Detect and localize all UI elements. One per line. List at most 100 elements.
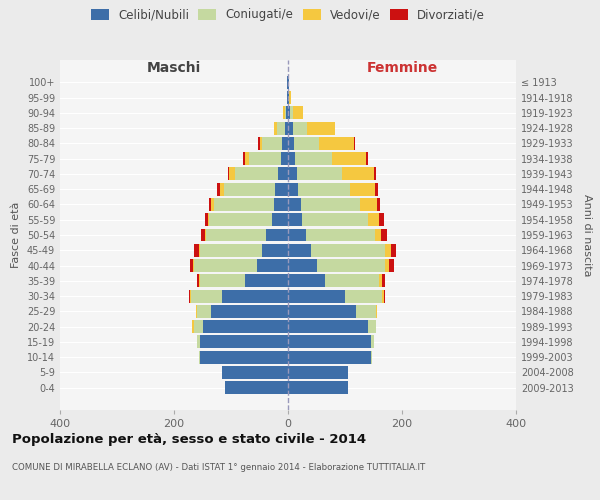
Bar <box>288 198 301 211</box>
Bar <box>382 228 387 241</box>
Bar <box>306 228 374 241</box>
Bar <box>200 274 245 287</box>
Bar <box>235 168 278 180</box>
Text: Maschi: Maschi <box>147 61 201 75</box>
Bar <box>262 137 283 150</box>
Bar <box>374 228 382 241</box>
Bar <box>197 305 211 318</box>
Bar <box>373 168 376 180</box>
Bar <box>194 320 203 333</box>
Bar <box>262 244 288 256</box>
Bar <box>285 122 288 134</box>
Bar <box>194 244 199 256</box>
Bar <box>208 214 209 226</box>
Bar <box>281 152 288 165</box>
Bar <box>353 137 355 150</box>
Bar <box>391 244 397 256</box>
Bar <box>283 106 284 120</box>
Bar <box>220 182 224 196</box>
Bar <box>290 106 293 120</box>
Bar <box>288 106 290 120</box>
Bar <box>217 182 220 196</box>
Bar <box>224 182 275 196</box>
Bar <box>205 228 206 241</box>
Bar <box>266 228 288 241</box>
Bar <box>189 290 190 302</box>
Bar <box>298 182 350 196</box>
Bar <box>260 137 262 150</box>
Bar <box>200 244 262 256</box>
Bar <box>227 168 229 180</box>
Bar <box>288 305 356 318</box>
Bar <box>206 228 266 241</box>
Bar <box>211 305 288 318</box>
Bar <box>302 214 368 226</box>
Bar <box>191 290 223 302</box>
Bar <box>385 259 389 272</box>
Bar <box>223 290 288 302</box>
Bar <box>294 137 319 150</box>
Bar <box>284 106 286 120</box>
Bar <box>288 320 368 333</box>
Bar <box>205 214 208 226</box>
Bar <box>199 274 200 287</box>
Bar <box>288 290 345 302</box>
Bar <box>345 290 382 302</box>
Bar <box>342 168 373 180</box>
Bar <box>288 274 325 287</box>
Bar <box>307 122 335 134</box>
Bar <box>389 259 394 272</box>
Bar <box>272 214 288 226</box>
Bar <box>275 182 288 196</box>
Bar <box>375 182 378 196</box>
Bar <box>288 122 293 134</box>
Bar <box>192 320 194 333</box>
Bar <box>288 214 302 226</box>
Bar <box>361 198 377 211</box>
Bar <box>288 244 311 256</box>
Bar <box>317 259 385 272</box>
Bar <box>203 320 288 333</box>
Bar <box>288 152 295 165</box>
Bar <box>283 137 288 150</box>
Bar <box>226 381 288 394</box>
Bar <box>243 152 245 165</box>
Bar <box>211 198 214 211</box>
Bar <box>293 106 303 120</box>
Bar <box>332 152 366 165</box>
Bar <box>301 198 361 211</box>
Bar <box>194 259 257 272</box>
Bar <box>376 305 377 318</box>
Bar <box>229 168 235 180</box>
Bar <box>288 350 371 364</box>
Bar <box>382 274 385 287</box>
Bar <box>350 182 375 196</box>
Bar <box>278 168 288 180</box>
Bar <box>296 168 342 180</box>
Y-axis label: Fasce di età: Fasce di età <box>11 202 21 268</box>
Bar <box>288 259 317 272</box>
Bar <box>289 91 291 104</box>
Text: Popolazione per età, sesso e stato civile - 2014: Popolazione per età, sesso e stato civil… <box>12 432 366 446</box>
Bar <box>371 336 373 348</box>
Bar <box>325 274 379 287</box>
Bar <box>200 350 288 364</box>
Bar <box>197 336 200 348</box>
Bar <box>288 137 294 150</box>
Bar <box>319 137 353 150</box>
Bar <box>288 228 306 241</box>
Bar <box>288 76 289 89</box>
Legend: Celibi/Nubili, Coniugati/e, Vedovi/e, Divorziati/e: Celibi/Nubili, Coniugati/e, Vedovi/e, Di… <box>91 8 485 22</box>
Bar <box>379 214 384 226</box>
Bar <box>196 305 197 318</box>
Bar <box>245 274 288 287</box>
Bar <box>288 381 348 394</box>
Bar <box>209 214 272 226</box>
Bar <box>245 152 249 165</box>
Bar <box>199 244 200 256</box>
Bar <box>368 320 376 333</box>
Bar <box>356 305 376 318</box>
Bar <box>277 122 285 134</box>
Bar <box>190 290 191 302</box>
Bar <box>286 106 288 120</box>
